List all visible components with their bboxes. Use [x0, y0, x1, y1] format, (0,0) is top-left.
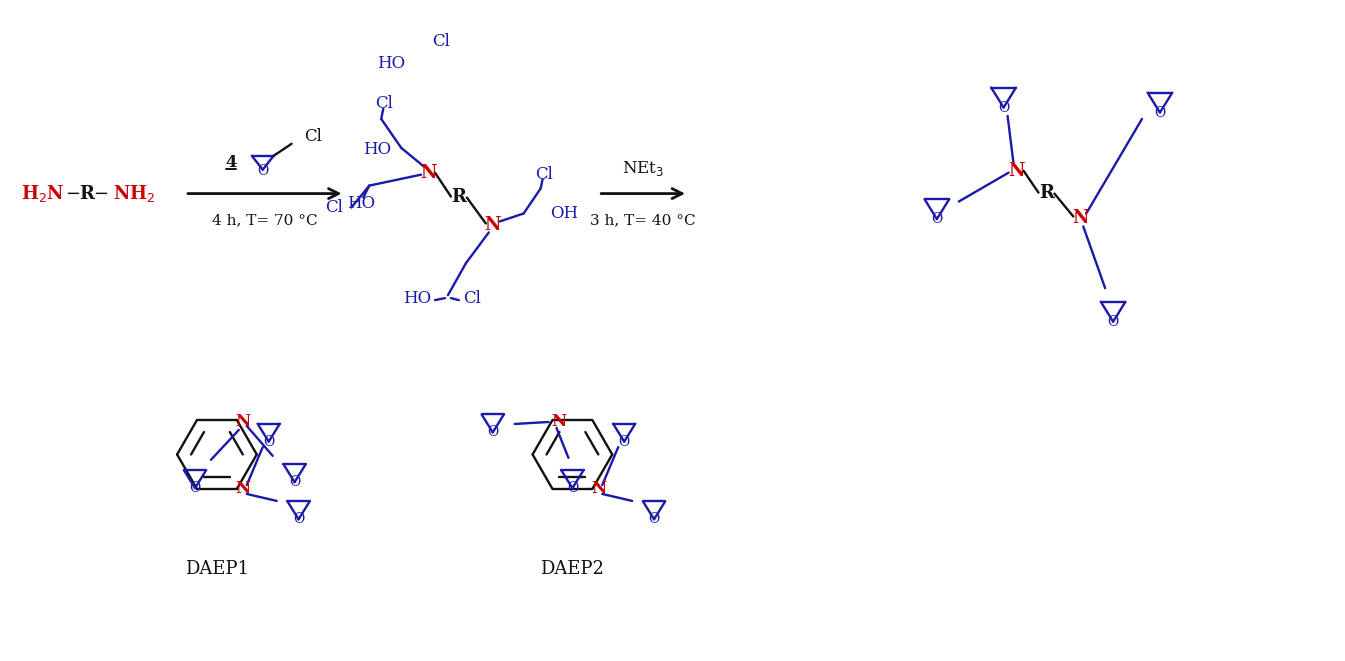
- Text: O: O: [1107, 315, 1119, 329]
- Text: 4 h, T= 70 °C: 4 h, T= 70 °C: [213, 214, 317, 227]
- Text: DAEP1: DAEP1: [184, 560, 249, 578]
- Text: Cl: Cl: [304, 128, 323, 145]
- Text: 4: 4: [225, 154, 237, 171]
- Text: NH$_2$: NH$_2$: [113, 183, 156, 204]
- Text: O: O: [648, 512, 659, 526]
- Text: O: O: [1154, 106, 1166, 120]
- Text: Cl: Cl: [432, 33, 451, 50]
- Text: N: N: [235, 481, 250, 498]
- Text: N: N: [484, 216, 500, 235]
- Text: Cl: Cl: [325, 199, 343, 216]
- Text: O: O: [264, 435, 274, 449]
- Text: H$_2$N: H$_2$N: [20, 183, 65, 204]
- Text: R: R: [79, 184, 94, 202]
- Text: O: O: [289, 475, 300, 489]
- Text: N: N: [235, 414, 250, 430]
- Text: O: O: [998, 100, 1009, 114]
- Text: R: R: [1038, 184, 1054, 202]
- Text: O: O: [931, 212, 943, 226]
- Text: O: O: [190, 481, 200, 495]
- Text: Cl: Cl: [463, 290, 480, 307]
- Text: O: O: [566, 481, 578, 495]
- Text: HO: HO: [347, 195, 375, 212]
- Text: O: O: [257, 164, 269, 178]
- Text: O: O: [487, 426, 499, 440]
- Text: N: N: [1072, 210, 1088, 227]
- Text: R: R: [452, 188, 467, 206]
- Text: N: N: [590, 481, 605, 498]
- Text: O: O: [619, 435, 629, 449]
- Text: N: N: [420, 164, 436, 182]
- Text: DAEP2: DAEP2: [541, 560, 604, 578]
- Text: N: N: [551, 414, 566, 430]
- Text: −: −: [65, 184, 81, 202]
- Text: −: −: [93, 184, 108, 202]
- Text: Cl: Cl: [375, 95, 393, 112]
- Text: Cl: Cl: [535, 166, 554, 183]
- Text: HO: HO: [377, 55, 405, 71]
- Text: OH: OH: [550, 205, 578, 222]
- Text: HO: HO: [404, 290, 430, 307]
- Text: HO: HO: [363, 141, 391, 158]
- Text: NEt$_3$: NEt$_3$: [623, 159, 664, 178]
- Text: 3 h, T= 40 °C: 3 h, T= 40 °C: [590, 214, 695, 227]
- Text: N: N: [1009, 162, 1025, 180]
- Text: O: O: [293, 512, 304, 526]
